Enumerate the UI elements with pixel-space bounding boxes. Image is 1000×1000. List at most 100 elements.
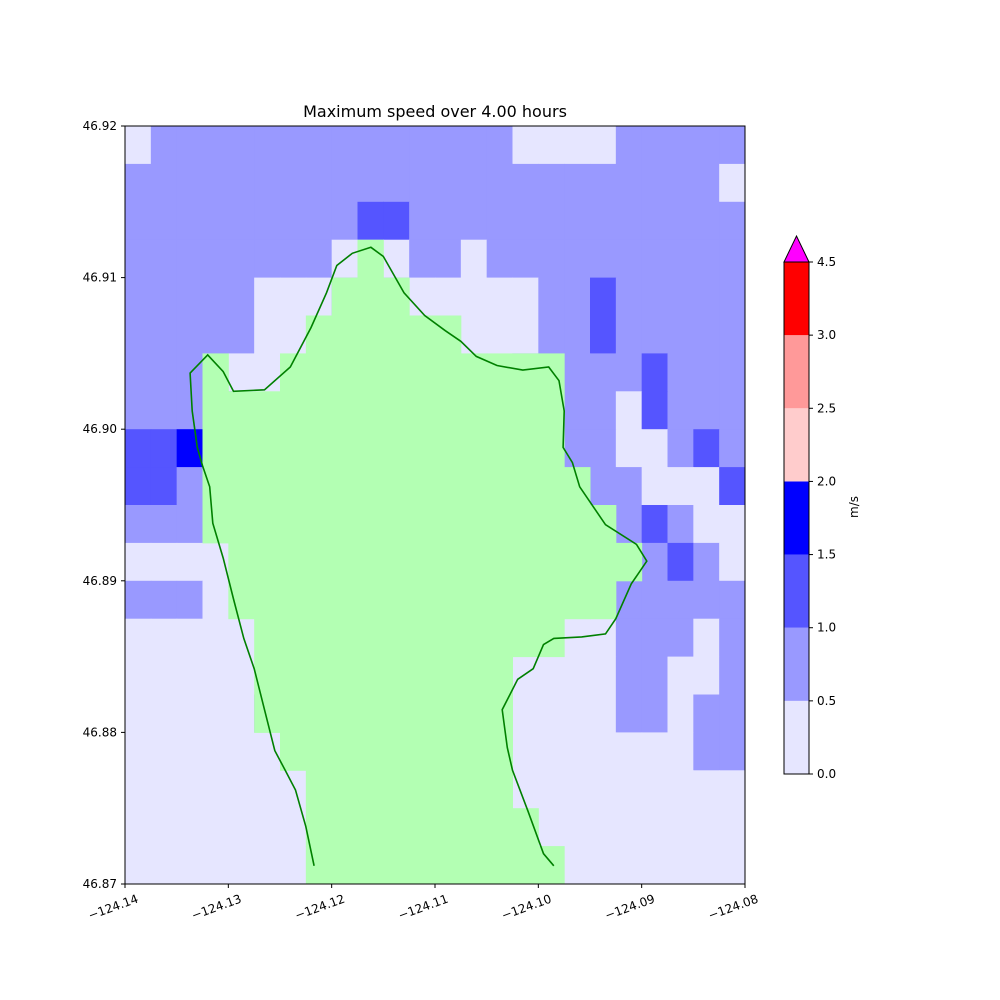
speed-cell (693, 391, 720, 430)
speed-cell (693, 353, 720, 392)
land-cell (331, 808, 358, 847)
land-cell (486, 505, 513, 544)
speed-cell (150, 505, 178, 544)
land-cell (357, 353, 384, 392)
speed-cell (176, 732, 203, 771)
land-cell (486, 770, 513, 809)
speed-cell (615, 808, 643, 847)
speed-cell (150, 580, 178, 620)
speed-cell (254, 126, 281, 165)
speed-cell (202, 808, 229, 847)
speed-cell (202, 846, 229, 885)
land-cell (383, 315, 410, 354)
land-cell (383, 694, 410, 733)
speed-cell (150, 808, 178, 847)
speed-cell (150, 732, 178, 771)
speed-cell (486, 315, 513, 354)
land-cell (460, 732, 488, 771)
speed-cell (693, 505, 720, 544)
speed-cell (667, 542, 694, 582)
land-cell (409, 656, 436, 695)
land-cell (512, 542, 539, 582)
land-cell (202, 467, 229, 506)
speed-cell (641, 277, 668, 316)
land-cell (460, 808, 488, 847)
speed-cell (176, 467, 203, 506)
land-cell (538, 391, 565, 430)
speed-cell (615, 239, 643, 279)
land-cell (435, 694, 462, 733)
land-cell (357, 542, 384, 582)
land-cell (357, 239, 384, 279)
speed-cell (125, 391, 152, 430)
land-cell (331, 315, 358, 354)
land-cell (280, 580, 307, 620)
speed-cell (667, 467, 694, 506)
speed-cell (667, 163, 694, 203)
speed-cell (125, 126, 152, 165)
land-cell (512, 618, 539, 658)
speed-cell (512, 239, 539, 279)
land-cell (486, 732, 513, 771)
speed-cell (409, 277, 436, 316)
speed-cell (512, 732, 539, 771)
land-cell (357, 580, 384, 620)
speed-cell (125, 694, 152, 733)
land-cell (435, 656, 462, 695)
speed-cell (357, 201, 384, 241)
speed-cell (202, 580, 229, 620)
land-cell (486, 694, 513, 733)
land-cell (305, 580, 333, 620)
land-cell (409, 391, 436, 430)
speed-cell (693, 694, 720, 733)
y-tick-label: 46.92 (83, 119, 117, 133)
x-tick-label: −124.08 (706, 892, 760, 923)
plot-area (124, 125, 746, 885)
speed-cell (564, 656, 591, 695)
speed-cell (512, 277, 539, 316)
speed-cell (641, 467, 668, 506)
land-cell (486, 391, 513, 430)
speed-cell (641, 201, 668, 241)
colorbar-tick-label: 0.5 (817, 694, 836, 708)
land-cell (486, 618, 513, 658)
land-cell (357, 694, 384, 733)
speed-cell (719, 277, 746, 316)
land-cell (538, 542, 565, 582)
speed-cell (202, 694, 229, 733)
speed-cell (125, 429, 152, 468)
land-cell (383, 656, 410, 695)
land-cell (512, 429, 539, 468)
speed-cell (176, 315, 203, 354)
colorbar-segment (784, 481, 809, 555)
speed-cell (150, 467, 178, 506)
land-cell (331, 770, 358, 809)
land-cell (383, 542, 410, 582)
colorbar-tick-label: 1.0 (817, 621, 836, 635)
land-cell (512, 391, 539, 430)
speed-cell (125, 505, 152, 544)
speed-cell (615, 126, 643, 165)
land-cell (331, 732, 358, 771)
speed-cell (564, 201, 591, 241)
speed-cell (486, 201, 513, 241)
land-cell (331, 353, 358, 392)
speed-cell (409, 126, 436, 165)
land-cell (564, 505, 591, 544)
land-cell (435, 315, 462, 354)
speed-cell (125, 846, 152, 885)
land-cell (486, 846, 513, 885)
speed-cell (435, 126, 462, 165)
speed-cell (280, 126, 307, 165)
speed-cell (150, 239, 178, 279)
land-cell (280, 505, 307, 544)
speed-cell (693, 126, 720, 165)
speed-cell (641, 618, 668, 658)
speed-cell (615, 694, 643, 733)
land-cell (357, 770, 384, 809)
land-cell (486, 353, 513, 392)
speed-cell (590, 353, 617, 392)
speed-cell (176, 391, 203, 430)
speed-cell (228, 277, 255, 316)
speed-cell (641, 315, 668, 354)
